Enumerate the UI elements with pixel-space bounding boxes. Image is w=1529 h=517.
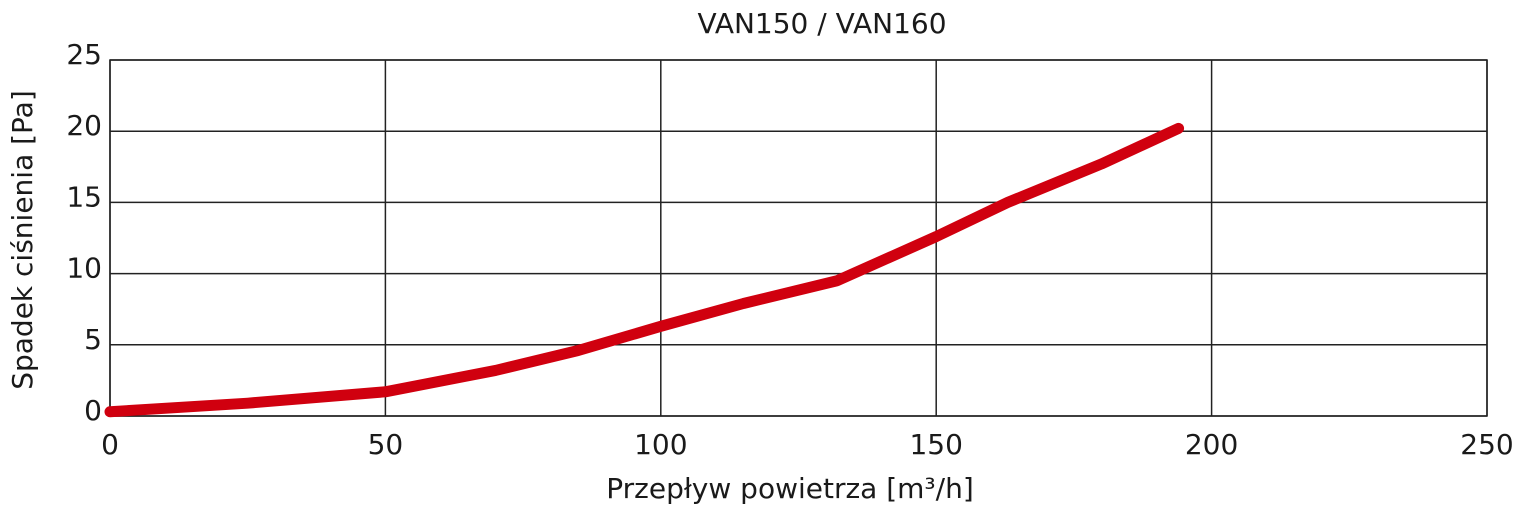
y-tick-label: 15 (66, 180, 102, 213)
y-tick-label: 5 (84, 323, 102, 356)
y-tick-label: 25 (66, 38, 102, 71)
y-tick-label: 10 (66, 252, 102, 285)
x-tick-label: 0 (101, 428, 119, 461)
plot-frame (109, 59, 1488, 417)
chart-title: VAN150 / VAN160 (697, 7, 946, 40)
y-tick-label: 0 (84, 394, 102, 427)
x-tick-label: 150 (909, 428, 962, 461)
y-tick-label: 20 (66, 109, 102, 142)
x-tick-label: 250 (1460, 428, 1513, 461)
y-axis-label: Spadek ciśnienia [Pa] (6, 90, 39, 390)
x-tick-label: 200 (1185, 428, 1238, 461)
x-tick-label: 50 (368, 428, 404, 461)
data-line (104, 122, 1185, 418)
x-tick-label: 100 (634, 428, 687, 461)
x-axis-label: Przepływ powietrza [m³/h] (606, 472, 974, 505)
